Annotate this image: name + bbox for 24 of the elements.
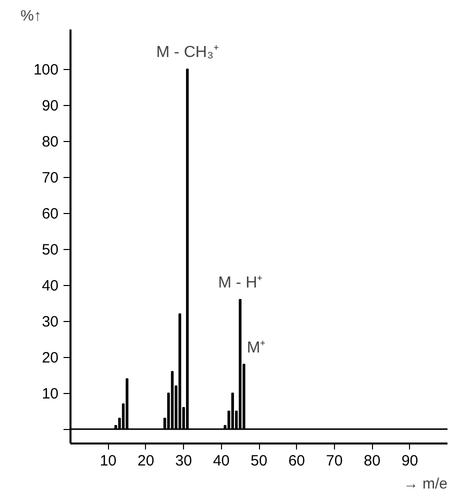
y-tick-label: 50 xyxy=(42,242,59,259)
x-tick-label: 50 xyxy=(250,452,268,470)
x-tick-label: 10 xyxy=(100,452,117,470)
annotation: M - CH₃⁺ xyxy=(156,44,218,62)
x-tick-label: 60 xyxy=(288,452,306,470)
y-tick-label: 10 xyxy=(42,386,59,403)
annotation: M - H⁺ xyxy=(218,274,262,292)
x-tick-label: 80 xyxy=(364,452,380,470)
x-tick-label: 70 xyxy=(326,452,343,470)
x-tick-label: 30 xyxy=(175,452,192,470)
x-tick-label: 90 xyxy=(401,452,418,470)
y-axis-title: %↑ xyxy=(20,8,42,24)
y-tick-label: 100 xyxy=(33,62,59,79)
x-axis-title: → m/e xyxy=(403,476,448,492)
y-tick-label: 20 xyxy=(42,350,59,367)
y-tick-label: 60 xyxy=(42,206,59,223)
y-tick-label: 40 xyxy=(42,278,59,295)
x-tick-label: 40 xyxy=(212,452,230,470)
x-tick-label: 20 xyxy=(138,452,154,470)
y-tick-label: 90 xyxy=(42,98,59,115)
y-tick-label: 80 xyxy=(42,134,59,151)
y-tick-label: 70 xyxy=(42,170,59,187)
y-tick-label: 30 xyxy=(42,314,59,331)
annotation: M⁺ xyxy=(246,339,266,356)
